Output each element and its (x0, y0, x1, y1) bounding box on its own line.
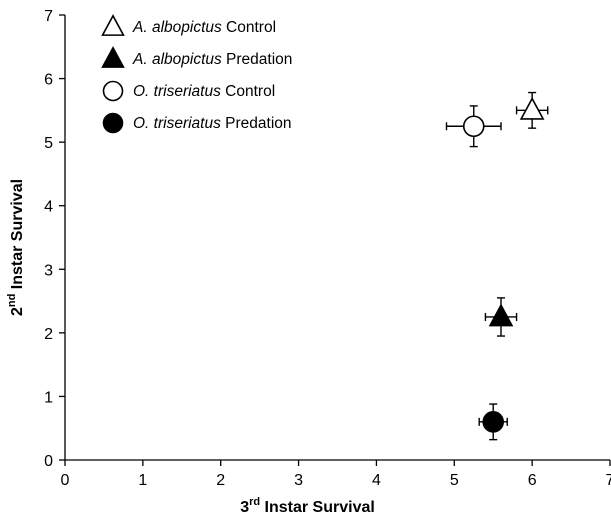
legend-label: O. triseriatus Control (133, 83, 275, 100)
y-tick-label: 2 (44, 326, 53, 343)
x-tick-label: 3 (294, 472, 303, 489)
legend-label: O. triseriatus Predation (133, 115, 292, 132)
y-axis-title-base: 2 (9, 307, 26, 316)
data-point-group (484, 297, 518, 337)
x-tick-label: 2 (216, 472, 225, 489)
x-axis-title: 3rd Instar Survival (240, 496, 375, 516)
data-point-circle (482, 411, 505, 433)
x-axis-title-base: 3 (240, 499, 249, 516)
data-point-group (478, 403, 508, 441)
y-tick-label: 4 (44, 199, 53, 216)
x-axis-title-rest: Instar Survival (260, 499, 375, 516)
y-tick-label: 3 (44, 262, 53, 279)
legend-treatment: Predation (222, 51, 293, 68)
x-tick-label: 0 (61, 472, 70, 489)
legend-entry: A. albopictus Predation (101, 46, 292, 68)
y-tick-label: 5 (44, 135, 53, 152)
legend-species: A. albopictus (132, 19, 222, 36)
x-tick-label: 4 (372, 472, 381, 489)
y-tick-label: 1 (44, 389, 53, 406)
legend-treatment: Control (221, 83, 275, 100)
legend-label: A. albopictus Predation (132, 51, 292, 68)
legend-treatment: Control (222, 19, 276, 36)
legend-marker-circle (102, 80, 124, 102)
y-tick-label: 6 (44, 72, 53, 89)
x-axis-ticks: 0 1 2 3 4 5 6 7 (61, 460, 611, 489)
legend-marker-circle (102, 112, 124, 134)
y-tick-label: 7 (44, 8, 53, 25)
legend-marker-triangle (101, 46, 125, 68)
legend-treatment: Predation (221, 115, 292, 132)
data-point-group (515, 91, 549, 129)
data-point-group (445, 105, 502, 148)
legend-species: O. triseriatus (133, 115, 221, 132)
legend-species: O. triseriatus (133, 83, 221, 100)
x-tick-label: 1 (138, 472, 147, 489)
y-axis-title-sup: nd (6, 294, 18, 307)
legend-entry: A. albopictus Control (101, 14, 276, 36)
legend-marker-triangle (101, 14, 125, 36)
y-tick-label: 0 (44, 453, 53, 470)
legend-label: A. albopictus Control (132, 19, 276, 36)
y-axis-title: 2nd Instar Survival (6, 179, 26, 316)
y-axis-title-rest: Instar Survival (9, 179, 26, 294)
x-axis-title-sup: rd (249, 496, 260, 508)
x-tick-label: 6 (528, 472, 537, 489)
legend-species: A. albopictus (132, 51, 222, 68)
y-axis-ticks: 0 1 2 3 4 5 6 7 (44, 8, 65, 470)
legend-entry: O. triseriatus Control (102, 80, 275, 102)
legend-entry: O. triseriatus Predation (102, 112, 292, 134)
x-tick-label: 7 (606, 472, 611, 489)
data-point-triangle (519, 96, 545, 120)
x-tick-label: 5 (450, 472, 459, 489)
data-point-circle (462, 115, 485, 138)
data-point-triangle (488, 303, 514, 327)
data-points (445, 91, 549, 441)
axes (64, 15, 610, 461)
